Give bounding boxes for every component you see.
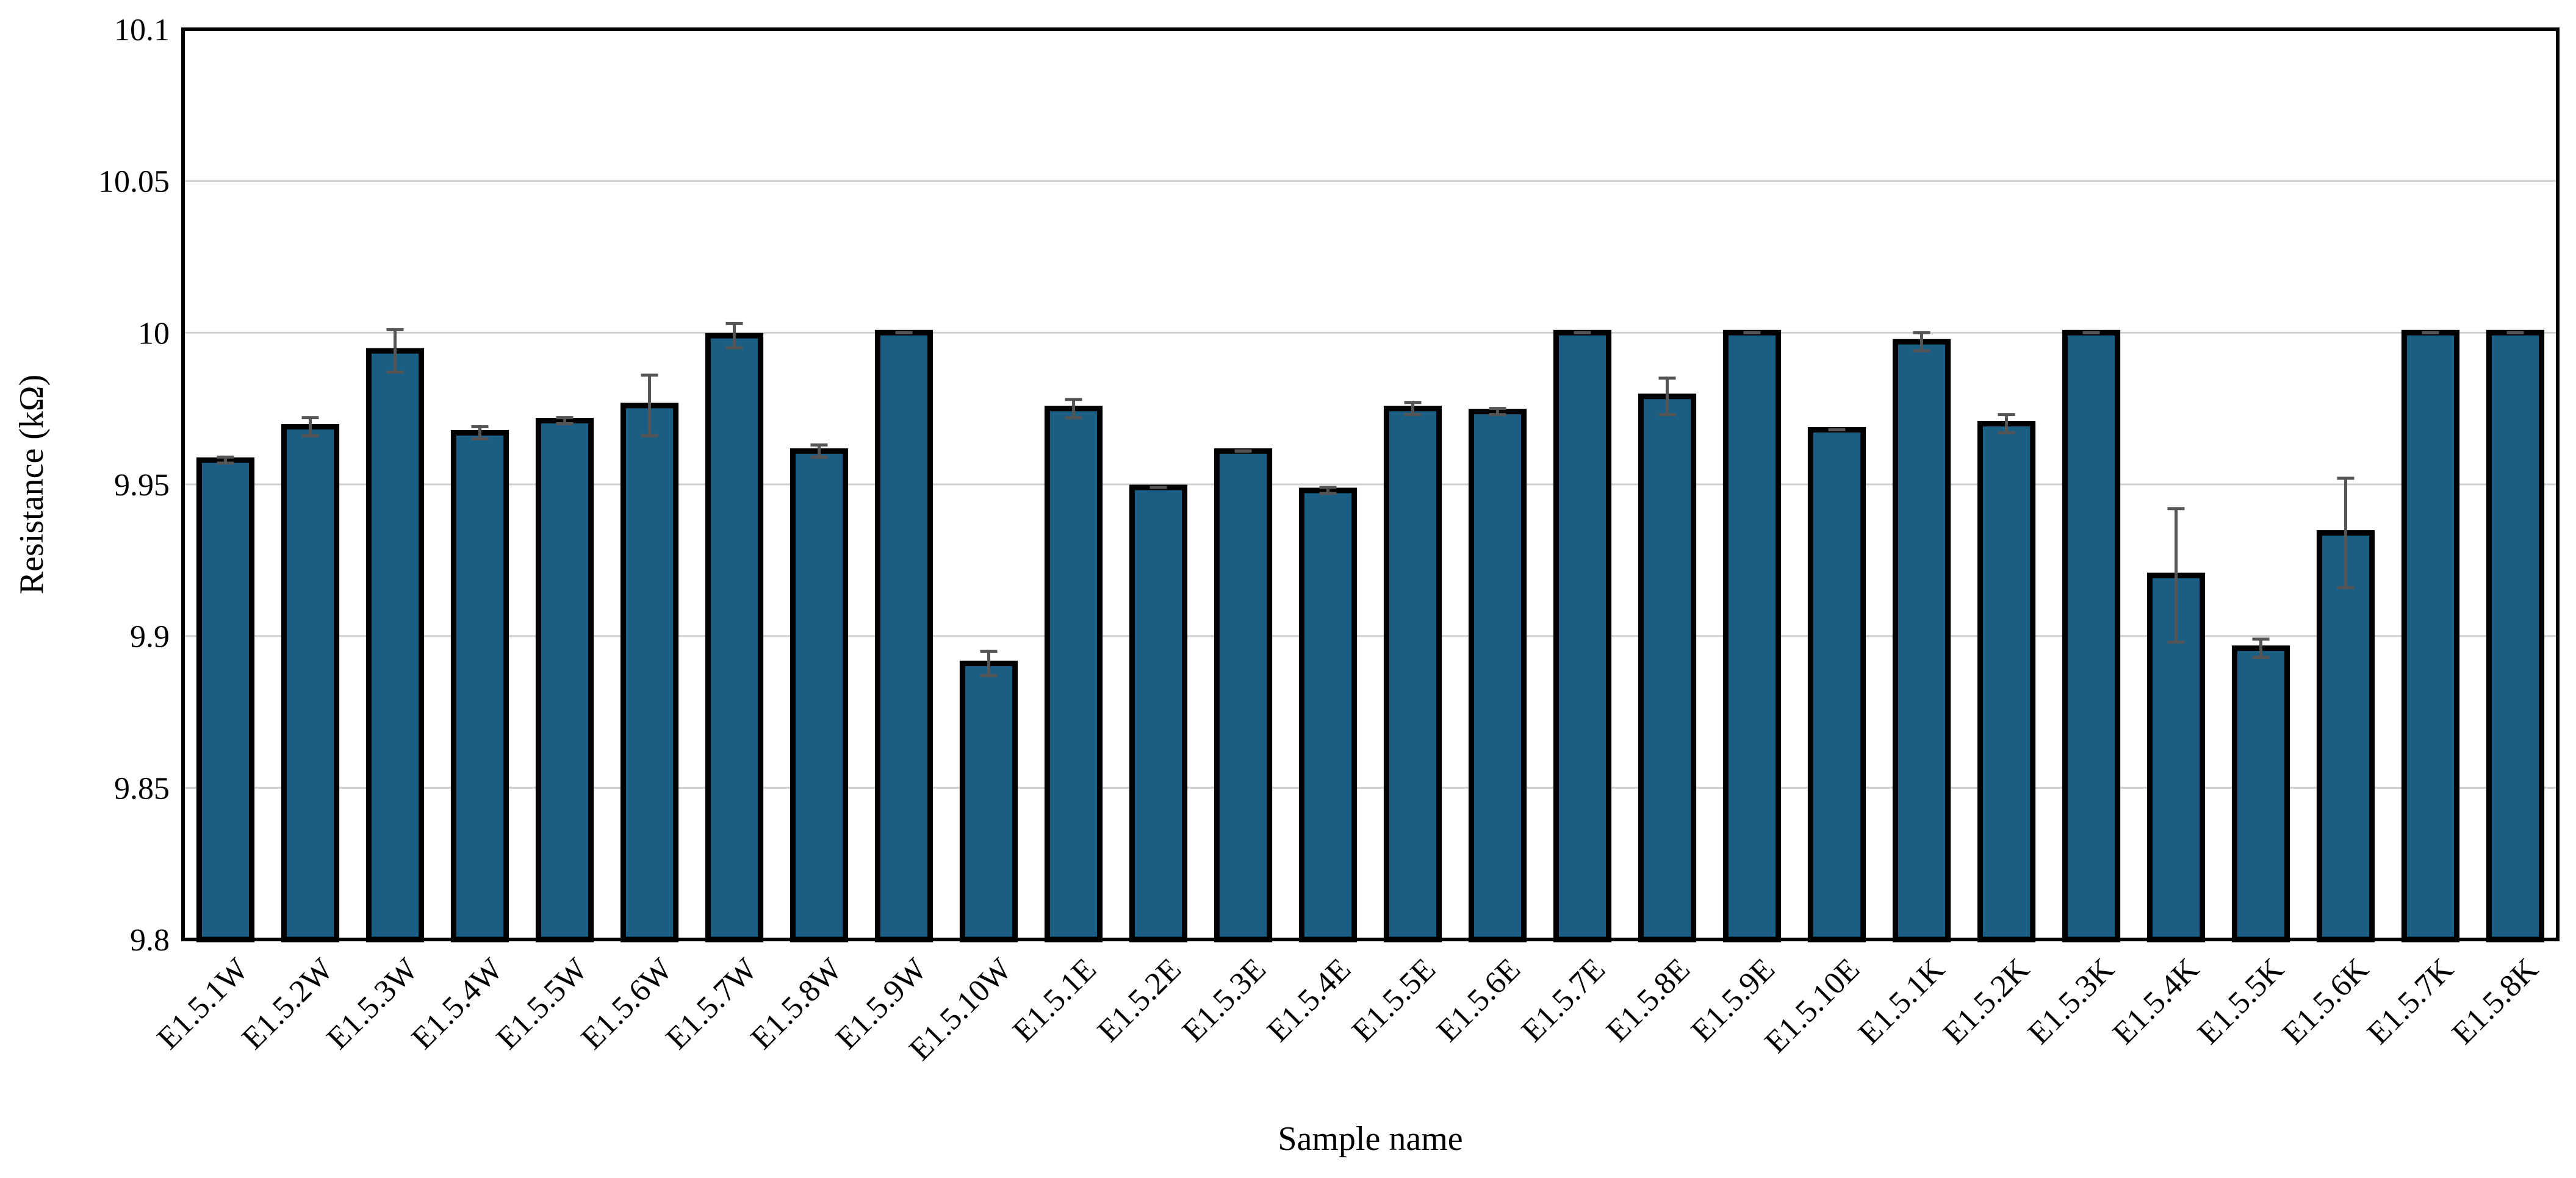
x-tick-label: E1.5.6K [2276,952,2375,1051]
bar-E1.5.2W [281,424,340,943]
x-tick-label: E1.5.3K [2021,952,2121,1051]
bar-E1.5.9E [1722,329,1782,943]
error-bar [980,650,998,677]
bar-E1.5.5E [1383,406,1442,943]
x-tick-label: E1.5.10E [1758,952,1866,1060]
x-tick-label: E1.5.2K [1937,952,2036,1051]
plot-frame [181,27,2560,941]
bar-E1.5.3E [1214,448,1273,943]
bar-E1.5.3W [365,348,425,943]
error-bar [1404,401,1422,417]
y-tick-labels: 9.8 9.85 9.9 9.95 10 10.05 10.1 [98,13,170,958]
x-tick-label: E1.5.4W [405,952,509,1056]
error-bar [1319,486,1337,495]
bar-E1.5.6K [2316,530,2375,943]
x-tick-label: E1.5.2E [1091,952,1188,1049]
error-bar [1489,407,1506,417]
x-tick-labels: E1.5.1WE1.5.2WE1.5.3WE1.5.4WE1.5.5WE1.5.… [151,952,2545,1068]
bar-E1.5.1K [1892,339,1951,943]
bar-E1.5.3K [2062,329,2121,943]
x-tick-label: E1.5.8W [744,952,849,1056]
y-axis-title: Resistance (kΩ) [13,375,51,594]
error-bar [641,373,658,437]
x-tick-label: E1.5.1E [1006,952,1103,1049]
bar-E1.5.4E [1298,487,1358,943]
error-bar [2337,476,2355,589]
x-tick-label: E1.5.5W [490,952,594,1056]
x-tick-label: E1.5.5E [1345,952,1442,1049]
bar-E1.5.7W [705,332,764,943]
x-tick-label: E1.5.1K [1852,952,1951,1051]
error-bar [725,321,743,350]
error-bar [1658,376,1676,417]
error-bar [1913,331,1930,353]
y-tick-label: 10.05 [98,165,170,199]
x-tick-label: E1.5.7W [660,952,764,1056]
bar-E1.5.10E [1807,426,1866,943]
bar-E1.5.2E [1129,484,1188,943]
bar-E1.5.5W [535,418,594,943]
x-tick-label: E1.5.1W [151,952,255,1056]
error-bar [471,425,489,440]
x-tick-label: E1.5.8K [2445,952,2545,1051]
bar-E1.5.4W [450,429,509,943]
x-tick-label: E1.5.3W [320,952,425,1056]
bar-E1.5.7K [2401,329,2460,943]
bar-E1.5.8W [790,448,849,943]
error-bars [217,321,2524,677]
bar-E1.5.9W [874,329,934,943]
error-bar [2252,637,2270,659]
x-axis-title: Sample name [1278,1120,1462,1158]
bar-E1.5.5K [2231,645,2290,943]
bar-E1.5.2K [1977,421,2036,943]
y-tick-label: 9.8 [130,923,170,958]
x-tick-label: E1.5.8E [1600,952,1697,1049]
error-bar [301,416,319,437]
x-tick-label: E1.5.4K [2106,952,2206,1051]
error-bar [217,455,234,465]
bar-E1.5.7E [1553,329,1612,943]
error-bar [386,328,404,374]
y-tick-label: 9.95 [114,468,170,503]
error-bar [1065,398,1082,420]
x-tick-label: E1.5.4E [1261,952,1358,1049]
x-tick-label: E1.5.6E [1430,952,1527,1049]
error-bar [810,443,828,459]
error-bar [1998,413,2015,434]
y-tick-label: 10.1 [114,13,170,48]
bar-E1.5.6E [1468,409,1527,943]
bar-E1.5.8E [1638,393,1697,943]
x-tick-label: E1.5.2W [236,952,340,1056]
x-tick-label: E1.5.5K [2191,952,2290,1051]
bar-E1.5.8K [2486,329,2545,943]
error-bar [556,416,574,426]
x-tick-label: E1.5.3E [1176,952,1273,1049]
x-tick-label: E1.5.7E [1515,952,1612,1049]
y-tick-label: 9.9 [130,620,170,655]
bar-E1.5.10W [959,660,1018,943]
y-tick-label: 9.85 [114,771,170,806]
y-tick-label: 10 [138,316,170,351]
x-tick-label: E1.5.6W [575,952,679,1056]
error-bar [2167,507,2185,644]
bar-E1.5.1W [196,457,255,943]
bar-E1.5.6W [620,403,679,943]
bar-E1.5.1E [1044,406,1103,943]
x-tick-label: E1.5.7K [2361,952,2460,1051]
